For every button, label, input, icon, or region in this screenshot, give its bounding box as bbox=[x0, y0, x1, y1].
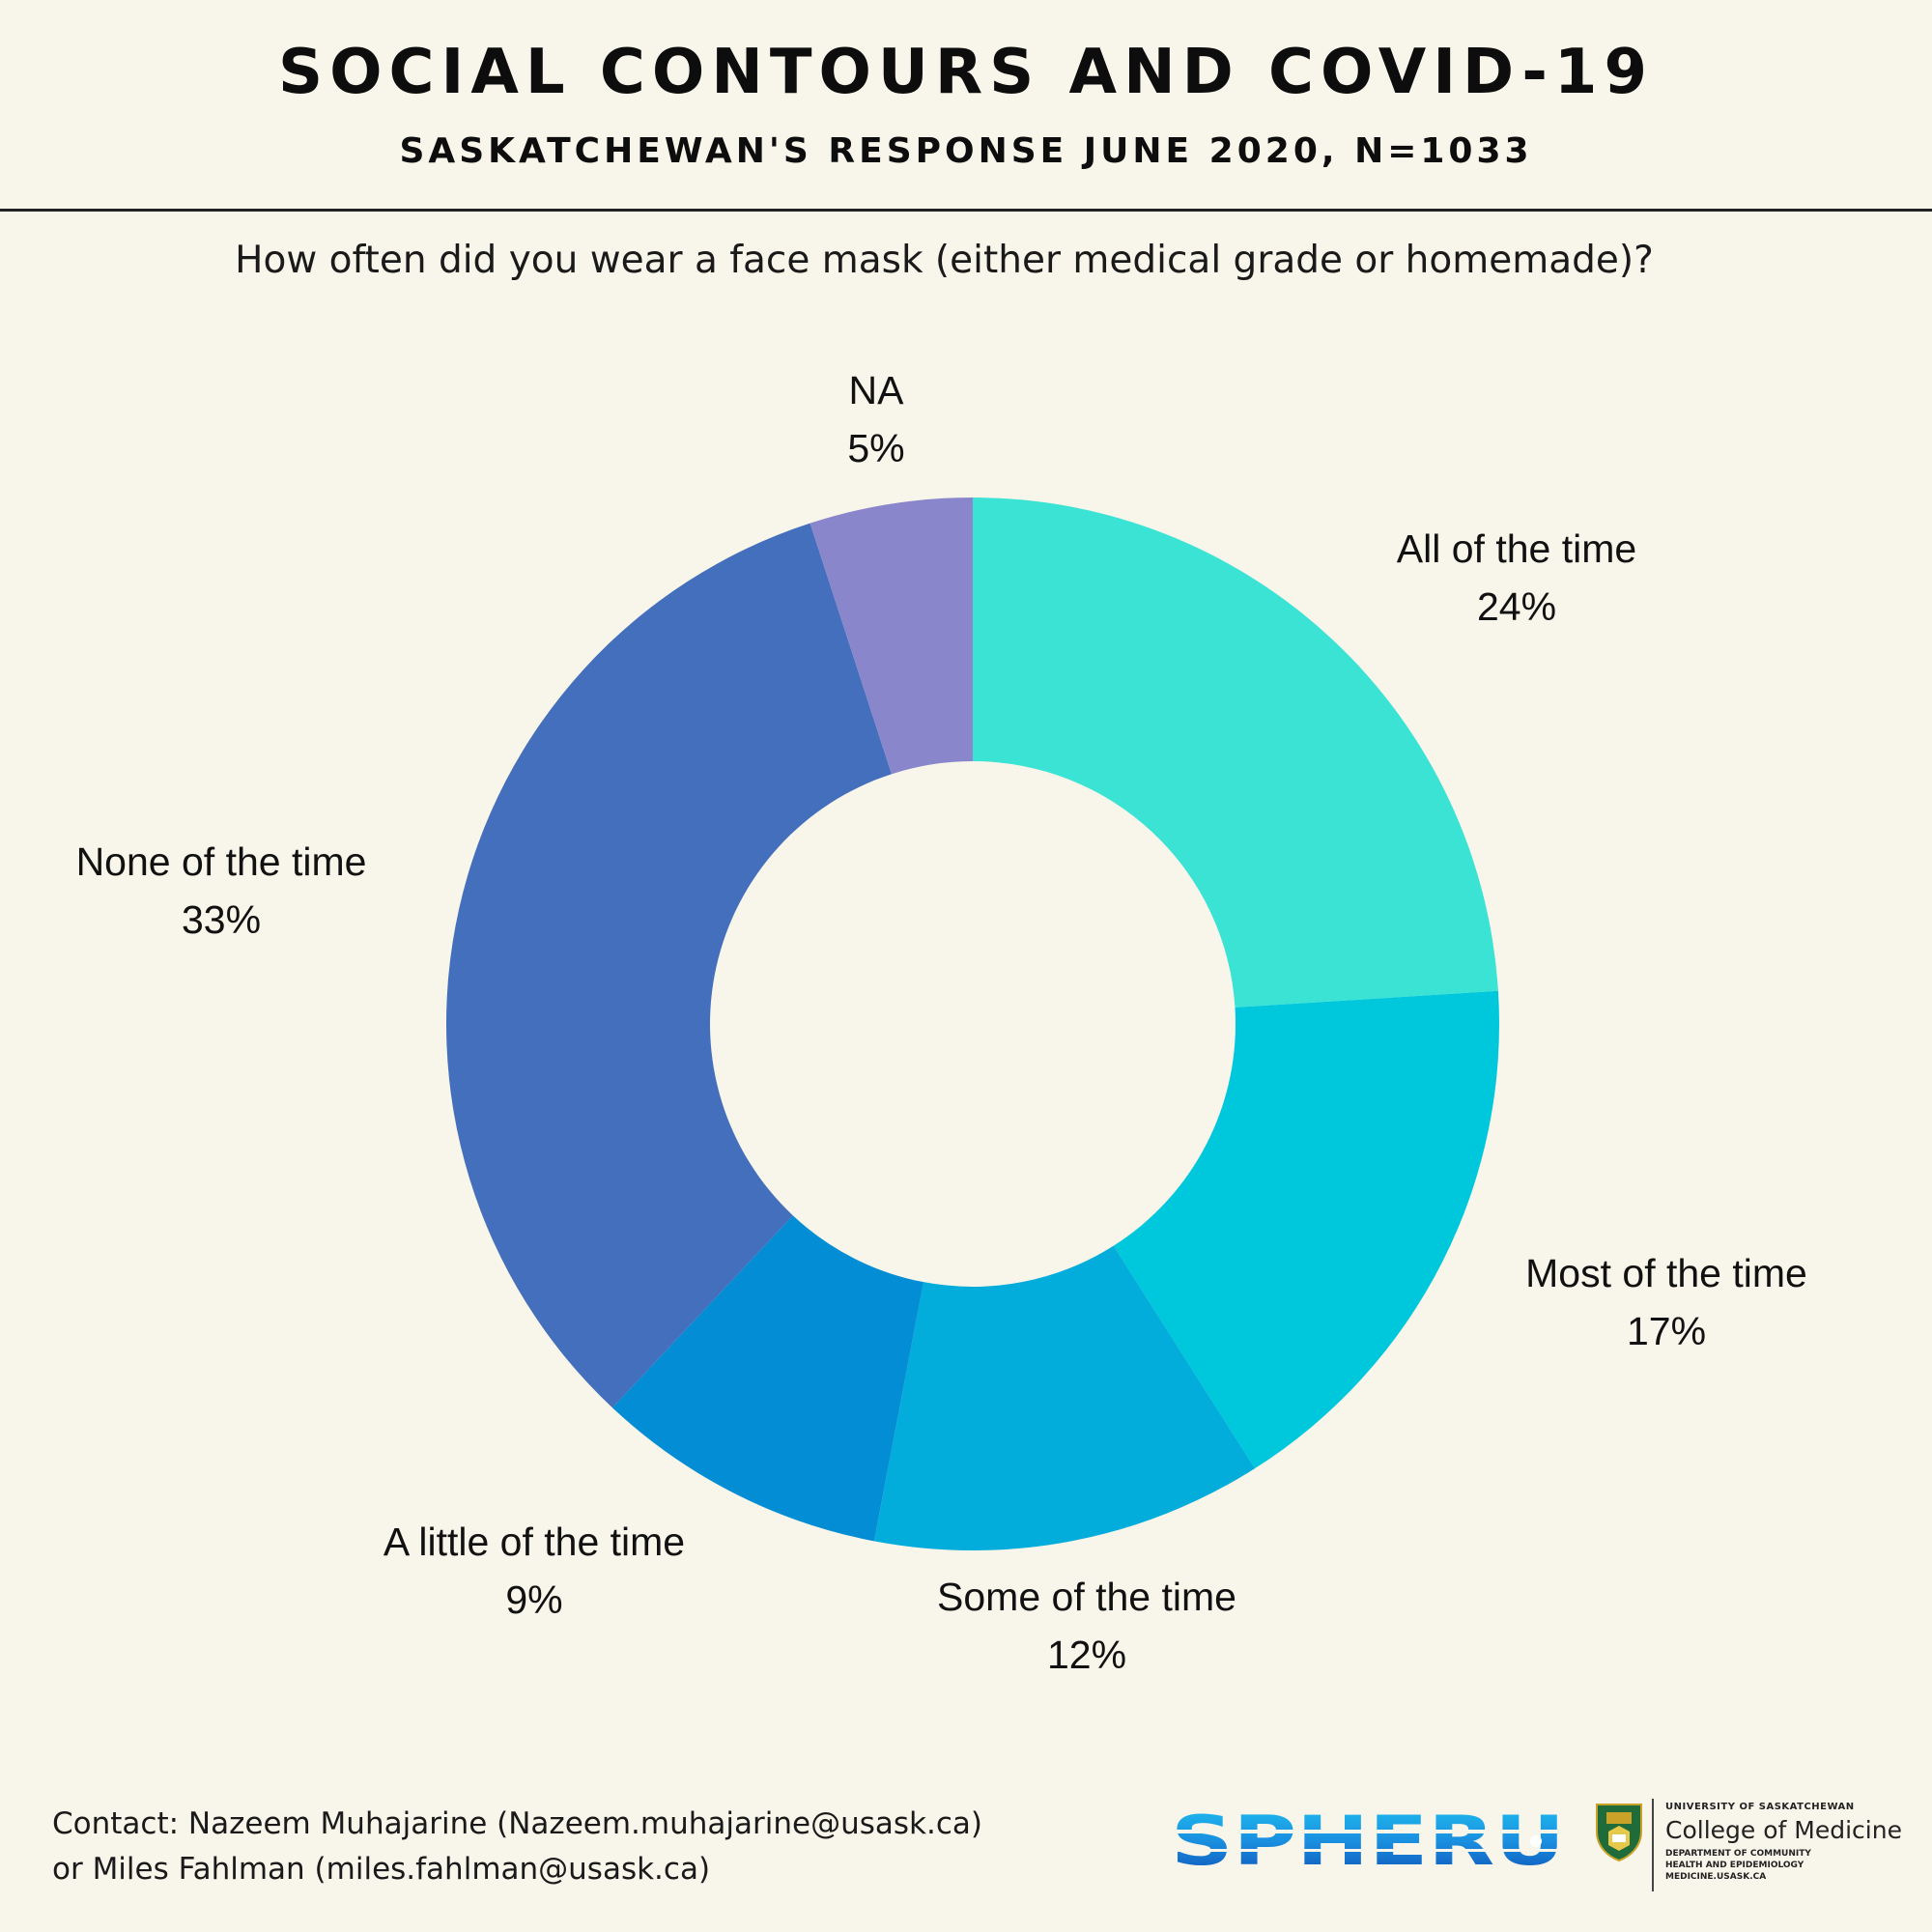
slice-value-some-of-the-time: 12% bbox=[1047, 1633, 1126, 1677]
usask-college-name: College of Medicine bbox=[1665, 1816, 1902, 1844]
slice-value-none-of-the-time: 33% bbox=[182, 897, 261, 942]
page-title: SOCIAL CONTOURS AND COVID-19 bbox=[278, 37, 1654, 108]
slice-label-all-of-the-time: All of the time bbox=[1397, 526, 1636, 571]
contact-line-2: or Miles Fahlman (miles.fahlman@usask.ca… bbox=[52, 1852, 711, 1887]
contact-line-1: Contact: Nazeem Muhajarine (Nazeem.muhaj… bbox=[52, 1806, 982, 1841]
slice-label-a-little-of-the-time: A little of the time bbox=[384, 1520, 685, 1564]
slice-label-na: NA bbox=[849, 368, 905, 412]
slice-label-none-of-the-time: None of the time bbox=[76, 839, 367, 884]
slice-some-of-the-time bbox=[873, 1245, 1256, 1550]
usask-department: DEPARTMENT OF COMMUNITY HEALTH AND EPIDE… bbox=[1665, 1848, 1849, 1883]
donut-slices bbox=[446, 497, 1499, 1550]
slice-label-some-of-the-time: Some of the time bbox=[937, 1575, 1236, 1619]
slice-label-most-of-the-time: Most of the time bbox=[1525, 1251, 1807, 1295]
usask-dept-line-3: MEDICINE.USASK.CA bbox=[1665, 1872, 1767, 1882]
chart-question: How often did you wear a face mask (eith… bbox=[235, 239, 1654, 282]
contact-info: Contact: Nazeem Muhajarine (Nazeem.muhaj… bbox=[52, 1802, 982, 1892]
slice-na bbox=[810, 497, 973, 775]
logo-divider bbox=[1652, 1799, 1654, 1891]
slice-value-most-of-the-time: 17% bbox=[1627, 1309, 1706, 1353]
star-icon bbox=[1530, 1835, 1542, 1847]
spheru-logo-text: SPHERU bbox=[1171, 1808, 1565, 1874]
slice-labels: All of the time 24% Most of the time 17% Som… bbox=[76, 368, 1807, 1677]
slice-value-na: 5% bbox=[847, 426, 904, 470]
slice-none-of-the-time bbox=[446, 523, 892, 1408]
usask-shield-icon bbox=[1596, 1804, 1642, 1862]
header-divider bbox=[0, 209, 1932, 212]
page-subtitle: SASKATCHEWAN'S RESPONSE JUNE 2020, N=103… bbox=[399, 131, 1533, 171]
usask-university-name: UNIVERSITY OF SASKATCHEWAN bbox=[1665, 1802, 1855, 1812]
slice-a-little-of-the-time bbox=[611, 1215, 924, 1542]
slice-value-a-little-of-the-time: 9% bbox=[505, 1577, 562, 1622]
slice-all-of-the-time bbox=[973, 497, 1498, 1008]
slice-most-of-the-time bbox=[1113, 990, 1499, 1469]
usask-dept-line-2: HEALTH AND EPIDEMIOLOGY bbox=[1665, 1861, 1804, 1870]
spheru-logo: SPHERU bbox=[1171, 1808, 1571, 1874]
slice-value-all-of-the-time: 24% bbox=[1477, 584, 1556, 629]
usask-dept-line-1: DEPARTMENT OF COMMUNITY bbox=[1665, 1849, 1811, 1859]
